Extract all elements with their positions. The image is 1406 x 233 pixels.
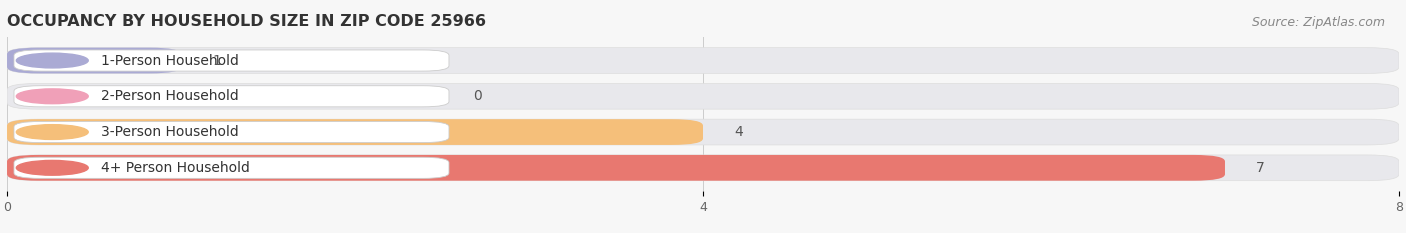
Text: 0: 0	[474, 89, 482, 103]
Text: Source: ZipAtlas.com: Source: ZipAtlas.com	[1251, 16, 1385, 29]
Text: OCCUPANCY BY HOUSEHOLD SIZE IN ZIP CODE 25966: OCCUPANCY BY HOUSEHOLD SIZE IN ZIP CODE …	[7, 14, 486, 29]
Text: 3-Person Household: 3-Person Household	[101, 125, 239, 139]
FancyBboxPatch shape	[14, 121, 449, 143]
FancyBboxPatch shape	[14, 86, 449, 107]
Text: 2-Person Household: 2-Person Household	[101, 89, 239, 103]
Circle shape	[17, 125, 89, 139]
Circle shape	[17, 53, 89, 68]
FancyBboxPatch shape	[7, 48, 1399, 73]
FancyBboxPatch shape	[7, 155, 1225, 181]
Text: 1-Person Household: 1-Person Household	[101, 54, 239, 68]
FancyBboxPatch shape	[14, 157, 449, 178]
FancyBboxPatch shape	[7, 119, 703, 145]
FancyBboxPatch shape	[14, 50, 449, 71]
Text: 4: 4	[734, 125, 742, 139]
Circle shape	[17, 89, 89, 104]
Text: 7: 7	[1257, 161, 1265, 175]
Text: 4+ Person Household: 4+ Person Household	[101, 161, 250, 175]
FancyBboxPatch shape	[7, 48, 181, 73]
Circle shape	[17, 161, 89, 175]
FancyBboxPatch shape	[7, 119, 1399, 145]
Text: 1: 1	[212, 54, 221, 68]
FancyBboxPatch shape	[7, 83, 1399, 109]
FancyBboxPatch shape	[7, 155, 1399, 181]
